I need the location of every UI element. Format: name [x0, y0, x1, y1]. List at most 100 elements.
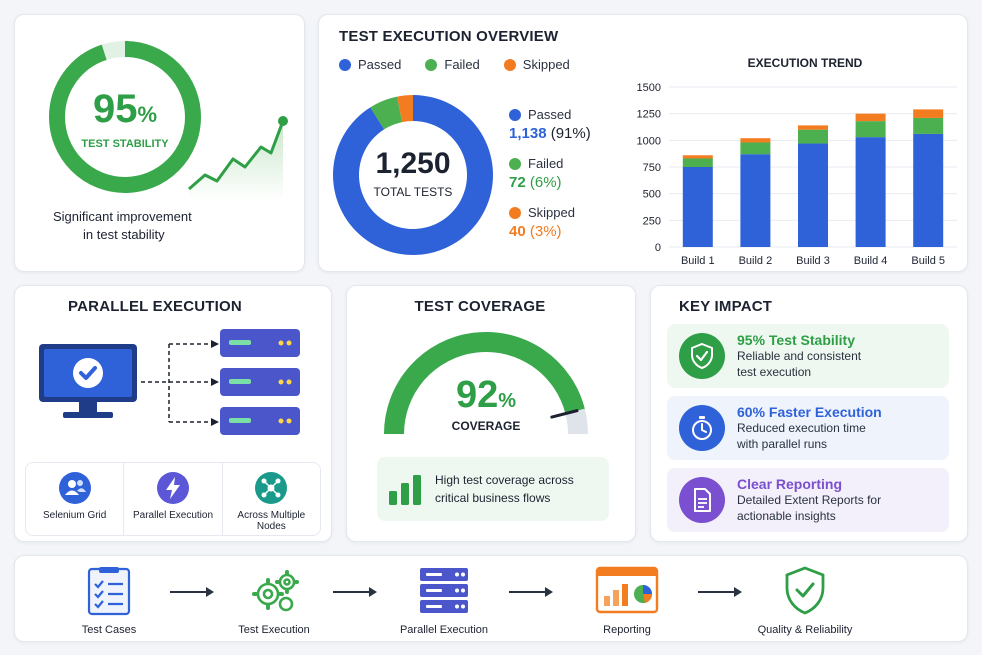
monitor-check-icon: [39, 344, 137, 418]
impact-card: KEY IMPACT 95% Test Stability Reliable a…: [650, 285, 968, 542]
legend-failed-swatch: [425, 58, 438, 71]
feature-parallel-execution: Parallel Execution: [124, 463, 223, 535]
stopwatch-icon: [692, 416, 712, 440]
document-icon: [694, 488, 711, 512]
coverage-note: High test coverage across critical busin…: [377, 457, 609, 521]
impact-title: KEY IMPACT: [679, 298, 773, 315]
lightning-icon: [156, 472, 189, 504]
bar-skipped: [855, 113, 886, 122]
impact-reporting: Clear Reporting Detailed Extent Reports …: [667, 468, 949, 532]
stability-value: 95%: [92, 87, 158, 131]
bar-passed: [798, 143, 828, 247]
overview-card: TEST EXECUTION OVERVIEW Passed Failed Sk…: [318, 14, 968, 272]
flow-step-test-cases: Test Cases: [49, 566, 169, 636]
bar-failed: [740, 142, 771, 155]
feature-selenium-grid: Selenium Grid: [26, 463, 125, 535]
bar-skipped: [913, 109, 944, 118]
flow-step-reporting: Reporting: [567, 566, 687, 636]
flow-step-parallel: Parallel Execution: [384, 566, 504, 636]
y-tick-label: 1250: [637, 109, 661, 121]
donut-slice-skipped: [397, 95, 413, 123]
bar-passed: [855, 137, 886, 247]
gauge-needle: [550, 409, 579, 419]
flow-arrow: [170, 587, 214, 597]
parallel-card: PARALLEL EXECUTION: [14, 285, 332, 542]
y-tick-label: 250: [643, 215, 661, 227]
y-tick-label: 500: [643, 189, 661, 201]
bar-failed: [682, 158, 713, 167]
total-tests-donut: [333, 95, 493, 255]
stat-skipped: Skipped 40 (3%): [509, 205, 575, 240]
bar-skipped: [682, 155, 713, 159]
x-tick-label: Build 3: [796, 255, 830, 267]
flow-arrow: [333, 587, 377, 597]
coverage-title: TEST COVERAGE: [414, 298, 546, 315]
y-tick-label: 0: [655, 242, 661, 254]
y-tick-label: 1500: [637, 82, 661, 94]
overview-legend: Passed Failed Skipped: [339, 57, 570, 72]
network-icon: [255, 472, 288, 504]
server-node-icon: [220, 329, 300, 357]
coverage-gauge: [384, 332, 588, 435]
checklist-icon: [87, 567, 131, 616]
parallel-features: Selenium Grid Parallel Execution Across …: [25, 462, 321, 536]
x-tick-label: Build 5: [911, 255, 945, 267]
bar-passed: [682, 167, 713, 247]
flow-arrow: [509, 587, 553, 597]
impact-stability: 95% Test Stability Reliable and consiste…: [667, 324, 949, 388]
donut-slice-passed: [333, 95, 493, 255]
bar-skipped: [740, 138, 771, 143]
y-tick-label: 1000: [637, 135, 661, 147]
bar-failed: [913, 117, 944, 134]
flow-arrow: [698, 587, 742, 597]
feature-multiple-nodes: Across Multiple Nodes: [223, 463, 320, 535]
stat-failed: Failed 72 (6%): [509, 156, 564, 191]
stability-label: TEST STABILITY: [81, 138, 169, 150]
stability-caption: Significant improvement in test stabilit…: [53, 209, 192, 242]
legend-passed: Passed: [339, 57, 401, 72]
users-icon: [58, 472, 91, 504]
flow-card: Test Cases Test Execution: [14, 555, 968, 642]
parallel-title: PARALLEL EXECUTION: [68, 298, 242, 315]
flow-step-quality: Quality & Reliability: [745, 566, 865, 636]
bar-passed: [913, 133, 944, 247]
connection-lines: [141, 340, 219, 426]
flow-step-execution: Test Execution: [214, 566, 334, 636]
stability-donut: [49, 41, 201, 193]
legend-skipped: Skipped: [503, 57, 570, 72]
shield-check-icon: [691, 342, 713, 370]
legend-skipped-swatch: [503, 58, 516, 71]
x-tick-label: Build 1: [681, 255, 715, 267]
bar-skipped: [798, 125, 828, 130]
coverage-label: COVERAGE: [451, 419, 521, 433]
bar-passed: [740, 154, 771, 247]
server-stack-icon: [420, 568, 468, 613]
overview-stats: Passed 1,138 (91%) Failed 72 (6%) Skippe…: [509, 107, 629, 240]
total-tests-value: 1,250: [375, 147, 451, 180]
server-node-icon: [220, 368, 300, 396]
bar-chart-icon: [389, 475, 421, 505]
impact-speed: 60% Faster Execution Reduced execution t…: [667, 396, 949, 460]
legend-passed-swatch: [339, 58, 351, 71]
total-tests-label: TOTAL TESTS: [373, 185, 453, 199]
stat-passed: Passed 1,138 (91%): [509, 107, 591, 142]
y-tick-label: 750: [643, 162, 661, 174]
trend-up-icon: [188, 116, 288, 201]
server-node-icon: [220, 407, 300, 435]
gauge-fill: [384, 332, 585, 435]
bar-failed: [798, 129, 828, 144]
shield-check-icon: [785, 566, 825, 615]
bar-failed: [855, 121, 886, 138]
x-tick-label: Build 4: [854, 255, 888, 267]
donut-slice-failed: [370, 96, 403, 130]
execution-trend-chart: 0 250 500 750 1000 1250 1500 Build 1 Build 2 Buil…: [637, 82, 957, 267]
trend-chart-title: EXECUTION TREND: [747, 56, 863, 70]
x-tick-label: Build 2: [739, 255, 773, 267]
gears-icon: [252, 570, 299, 612]
legend-failed: Failed: [425, 57, 480, 72]
coverage-value: 92%: [455, 374, 517, 416]
coverage-card: TEST COVERAGE 92% COVERAGE High test cov…: [346, 285, 636, 542]
stability-card: 95% TEST STABILITY Significant improveme…: [14, 14, 305, 272]
report-chart-icon: [595, 566, 659, 614]
overview-title: TEST EXECUTION OVERVIEW: [339, 28, 559, 45]
